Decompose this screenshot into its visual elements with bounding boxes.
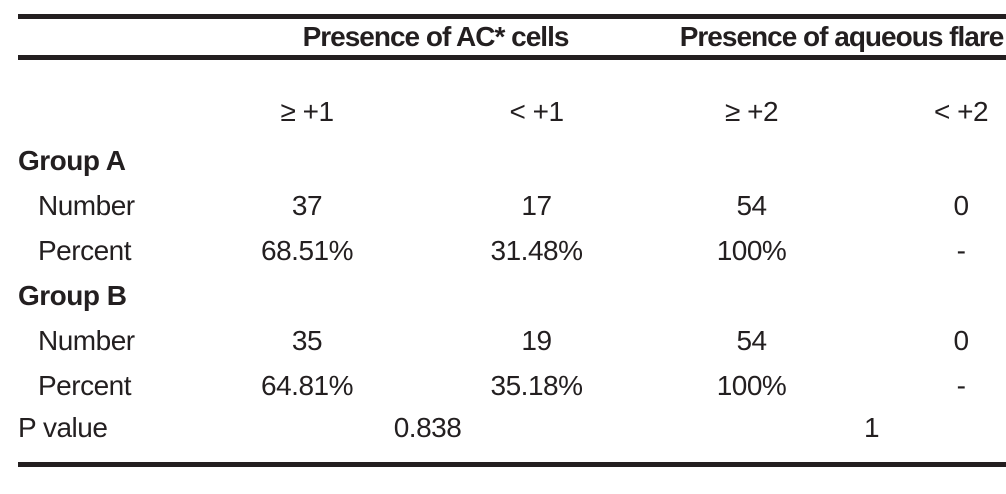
p-value-label: P value [18, 412, 108, 443]
data-cell: 54 [736, 324, 767, 356]
column-group-header-row: Presence of AC* cells Presence of aqueou… [18, 19, 1006, 60]
p-value-ac-cells: 0.838 [393, 412, 462, 443]
group-b-label: Group B [18, 279, 127, 311]
subheader-flare-lt-plus2: < +2 [933, 96, 989, 127]
corner-cell [18, 19, 188, 60]
p-value-row: P value 0.838 1 [18, 408, 1006, 462]
group-a-number-row: Number 37 17 54 0 [18, 183, 1006, 228]
data-cell: - [956, 234, 966, 266]
data-cell: 0 [953, 324, 969, 356]
group-a-percent-row: Percent 68.51% 31.48% 100% - [18, 228, 1006, 273]
data-cell: 35.18% [490, 369, 583, 401]
row-label-percent: Percent [38, 369, 132, 401]
data-cell: 68.51% [261, 234, 353, 266]
data-cell: 100% [716, 369, 787, 401]
p-value-aqueous-flare: 1 [863, 412, 880, 443]
group-b-number-row: Number 35 19 54 0 [18, 318, 1006, 363]
data-cell: 100% [716, 234, 787, 266]
group-a-label: Group A [18, 144, 126, 176]
group-a-header-row: Group A [18, 138, 1006, 183]
row-label-number: Number [38, 189, 135, 221]
row-label-number: Number [38, 324, 135, 356]
column-group-aqueous-flare: Presence of aqueous flare [647, 19, 1006, 60]
group-b-header-row: Group B [18, 273, 1006, 318]
data-cell: 17 [521, 189, 552, 221]
data-cell: 54 [736, 189, 767, 221]
subheader-ac-lt-plus1: < +1 [509, 96, 564, 127]
comparison-table: Presence of AC* cells Presence of aqueou… [18, 14, 1006, 467]
row-label-percent: Percent [38, 234, 132, 266]
corner-cell [18, 60, 188, 138]
data-cell: 64.81% [261, 369, 353, 401]
data-cell: - [956, 369, 966, 401]
data-cell: 19 [521, 324, 552, 356]
subheader-ac-ge-plus1: ≥ +1 [280, 96, 334, 127]
group-b-percent-row: Percent 64.81% 35.18% 100% - [18, 363, 1006, 408]
data-cell: 31.48% [490, 234, 583, 266]
column-group-ac-cells: Presence of AC* cells [188, 19, 648, 60]
data-cell: 35 [291, 324, 323, 356]
subheader-flare-ge-plus2: ≥ +2 [724, 96, 779, 127]
data-cell: 0 [953, 189, 969, 221]
data-cell: 37 [291, 189, 323, 221]
sub-header-row: ≥ +1 < +1 ≥ +2 < +2 [18, 60, 1006, 138]
